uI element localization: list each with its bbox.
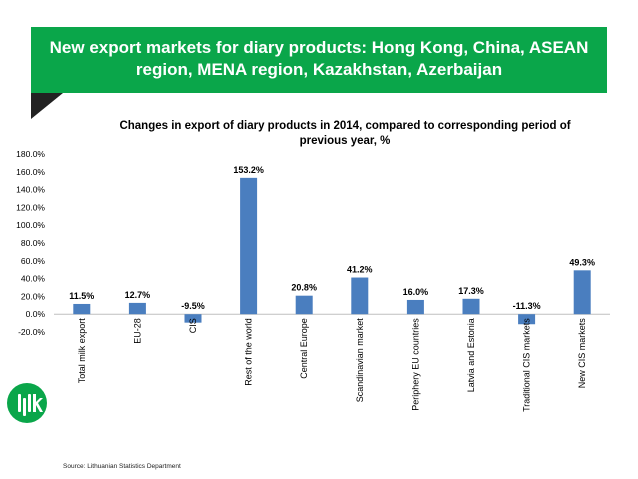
y-tick-label: 80.0%: [21, 238, 46, 248]
data-label: 20.8%: [291, 283, 317, 293]
data-label: 153.2%: [233, 165, 264, 175]
x-tick-label: Traditional CIS markets: [522, 318, 532, 412]
y-tick-label: 100.0%: [16, 220, 45, 230]
source-note: Source: Lithuanian Statistics Department: [63, 463, 181, 470]
y-tick-label: 0.0%: [26, 309, 46, 319]
banner-fold-decoration: [31, 93, 63, 119]
x-tick-label: Periphery EU countries: [410, 318, 420, 411]
y-tick-label: 160.0%: [16, 167, 45, 177]
y-tick-label: 140.0%: [16, 185, 45, 195]
y-tick-label: 40.0%: [21, 274, 46, 284]
bar: [573, 270, 591, 315]
chart-title: Changes in export of diary products in 2…: [119, 120, 571, 147]
bar: [184, 314, 202, 323]
data-label: 17.3%: [458, 286, 484, 296]
bar: [73, 303, 91, 315]
bar: [295, 295, 313, 315]
data-label: 16.0%: [403, 287, 429, 297]
x-tick-label: New CIS markets: [577, 318, 587, 389]
y-tick-label: -20.0%: [18, 327, 45, 337]
x-tick-label: Latvia and Estonia: [466, 318, 476, 392]
data-label: 41.2%: [347, 265, 373, 275]
x-tick-label: CIS: [188, 318, 198, 333]
bar: [351, 277, 369, 315]
y-tick-label: 120.0%: [16, 202, 45, 212]
x-tick-label: Rest of the world: [244, 318, 254, 386]
slide-title-banner: New export markets for diary products: H…: [31, 27, 607, 93]
x-tick-label: Total milk export: [77, 318, 87, 384]
data-label: 12.7%: [125, 290, 151, 300]
lpk-logo-icon: [7, 383, 47, 423]
y-tick-label: 60.0%: [21, 256, 46, 266]
data-label: 11.5%: [69, 291, 94, 301]
lpk-logo-mark: [18, 394, 43, 416]
x-tick-label: Central Europe: [299, 318, 309, 379]
data-label: -9.5%: [181, 301, 205, 311]
data-label: -11.3%: [513, 301, 541, 311]
data-label: 49.3%: [569, 257, 595, 267]
bar: [128, 302, 146, 315]
bar: [518, 314, 536, 325]
bar: [406, 299, 424, 315]
y-tick-label: 180.0%: [16, 149, 45, 159]
bar: [462, 298, 480, 315]
slide-title: New export markets for diary products: H…: [49, 38, 589, 79]
y-tick-label: 20.0%: [21, 291, 46, 301]
x-tick-label: EU-28: [132, 318, 142, 344]
x-tick-label: Scandinavian market: [355, 318, 365, 403]
bar: [240, 177, 258, 315]
